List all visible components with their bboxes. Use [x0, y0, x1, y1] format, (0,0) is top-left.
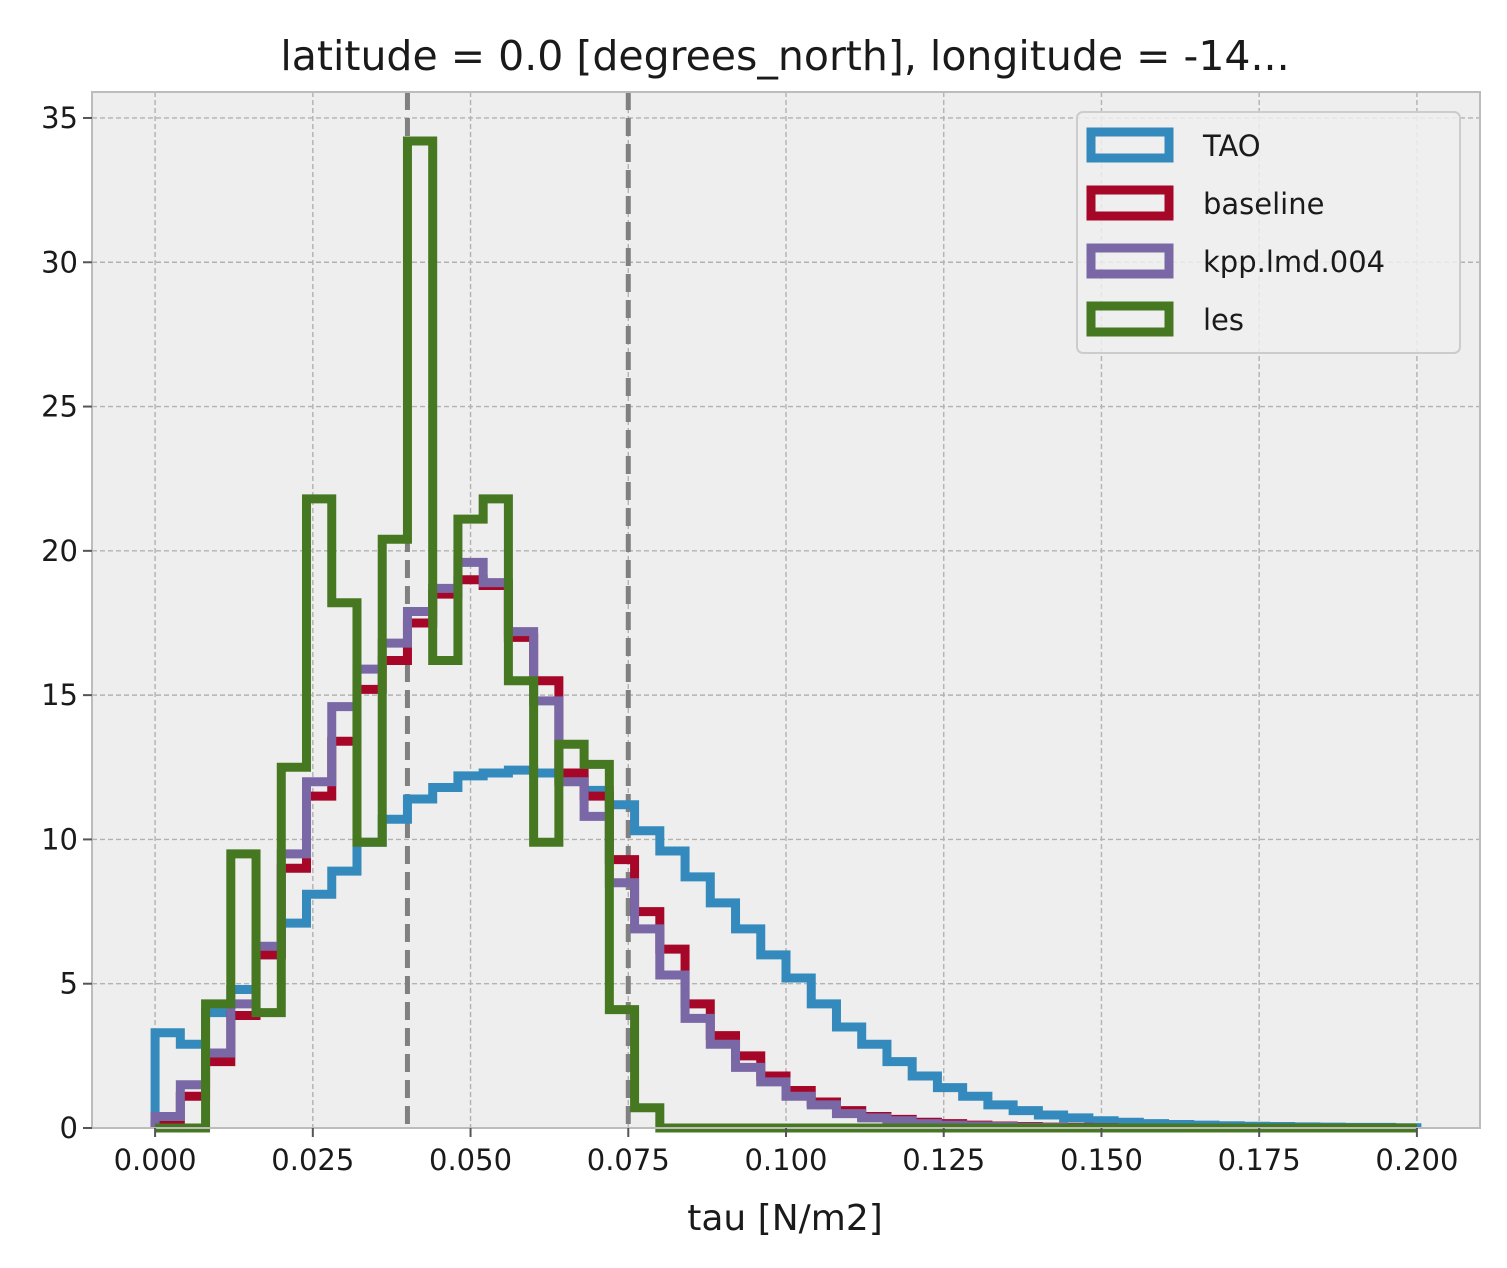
legend-swatch: [1086, 127, 1174, 163]
y-tick-label: 20: [41, 534, 78, 568]
legend-label: baseline: [1203, 187, 1324, 221]
x-tick-label: 0.175: [1218, 1143, 1301, 1177]
y-tick-label: 35: [41, 101, 78, 135]
y-tick-label: 5: [60, 967, 78, 1001]
y-tick-label: 25: [41, 390, 78, 424]
legend-label: kpp.lmd.004: [1203, 245, 1385, 279]
legend-swatch: [1086, 185, 1174, 221]
y-tick-label: 30: [41, 245, 78, 279]
y-axis-ticks: 0 5 10 15 20 25 30 35: [41, 101, 92, 1145]
x-tick-label: 0.050: [429, 1143, 512, 1177]
x-tick-label: 0.125: [902, 1143, 985, 1177]
y-tick-label: 0: [60, 1111, 78, 1145]
legend: TAO baseline kpp.lmd.004 les: [1076, 111, 1461, 354]
x-tick-label: 0.025: [271, 1143, 354, 1177]
legend-swatch: [1086, 301, 1174, 337]
y-tick-label: 10: [41, 822, 78, 856]
legend-label: TAO: [1202, 129, 1261, 163]
legend-swatch: [1086, 243, 1174, 279]
x-axis-ticks: 0.000 0.025 0.050 0.075 0.100 0.125 0.150 0.175…: [114, 1128, 1458, 1177]
x-tick-label: 0.200: [1375, 1143, 1458, 1177]
y-tick-label: 15: [41, 678, 78, 712]
legend-label: les: [1203, 303, 1244, 337]
x-tick-label: 0.100: [744, 1143, 827, 1177]
legend-box: [1076, 111, 1461, 354]
x-tick-label: 0.000: [114, 1143, 197, 1177]
chart-title: latitude = 0.0 [degrees_north], longitud…: [280, 32, 1289, 80]
x-tick-label: 0.075: [587, 1143, 670, 1177]
x-tick-label: 0.150: [1060, 1143, 1143, 1177]
x-axis-title: tau [N/m2]: [687, 1198, 883, 1239]
